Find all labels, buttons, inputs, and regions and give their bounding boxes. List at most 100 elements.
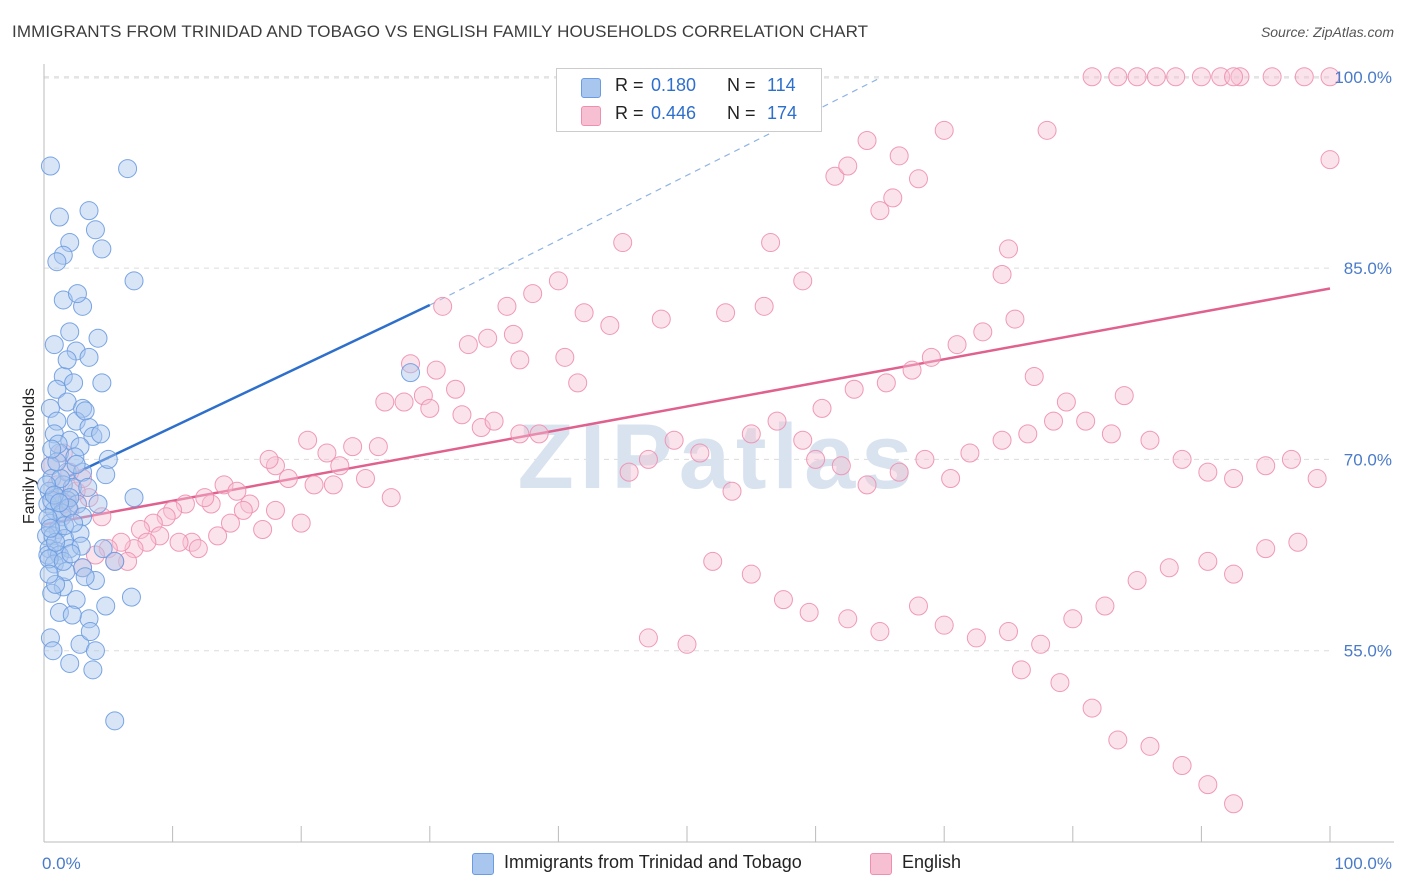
english-point (1050, 673, 1070, 693)
trinidad-point (401, 363, 421, 383)
english-point (677, 634, 697, 654)
english-point (941, 469, 961, 489)
trinidad-points (37, 156, 421, 731)
legend-n-value-trinidad: 114 (767, 75, 796, 95)
trinidad-point (124, 271, 144, 291)
english-point (1172, 449, 1192, 469)
english-point (1063, 609, 1083, 629)
trinidad-point (47, 252, 67, 272)
trinidad-point (49, 207, 69, 227)
english-point (265, 500, 285, 520)
trinidad-point (66, 454, 86, 474)
english-point (1082, 698, 1102, 718)
legend-swatch-english (581, 106, 601, 126)
english-point (870, 201, 890, 221)
english-point (484, 411, 504, 431)
trinidad-point (42, 439, 62, 459)
trinidad-point (124, 488, 144, 508)
english-point (793, 430, 813, 450)
english-point (1198, 462, 1218, 482)
trinidad-point (93, 539, 113, 559)
english-point (523, 284, 543, 304)
trinidad-point (48, 434, 68, 454)
english-point (343, 437, 363, 457)
trinidad-point (71, 536, 91, 556)
legend-n-value-english: 174 (767, 103, 798, 123)
english-point (130, 520, 150, 540)
y-tick-label: 55.0% (1344, 642, 1392, 661)
trinidad-point (40, 628, 60, 648)
trinidad-point (40, 398, 60, 418)
english-trend-line (43, 287, 1331, 526)
english-point (529, 424, 549, 444)
trinidad-point (66, 590, 86, 610)
english-point (638, 449, 658, 469)
english-point (169, 532, 189, 552)
trinidad-point (57, 350, 77, 370)
english-point (799, 602, 819, 622)
watermark: ZIPatlas (518, 406, 919, 508)
english-point (375, 392, 395, 412)
english-point (1224, 67, 1244, 87)
trinidad-point (85, 571, 105, 591)
english-point (298, 430, 318, 450)
english-point (356, 469, 375, 489)
english-point (568, 373, 588, 393)
y-tick-label: 85.0% (1344, 259, 1392, 278)
english-point (831, 456, 851, 476)
english-point (1288, 532, 1308, 552)
english-point (1127, 67, 1147, 87)
trinidad-point (39, 549, 59, 569)
trinidad-point (92, 239, 112, 259)
english-point (934, 120, 954, 140)
trinidad-point (79, 201, 99, 221)
trinidad-point (98, 449, 118, 469)
english-point (806, 449, 826, 469)
english-point (915, 449, 935, 469)
english-point (716, 303, 736, 323)
english-point (195, 488, 215, 508)
english-point (323, 475, 343, 495)
trinidad-point (53, 290, 73, 310)
trinidad-point (91, 424, 111, 444)
english-point (1198, 551, 1218, 571)
english-point (883, 188, 903, 208)
english-point (992, 264, 1012, 284)
legend-r-label: R = (615, 103, 644, 123)
english-point (690, 443, 710, 463)
english-point (651, 309, 671, 329)
trinidad-point (75, 567, 95, 587)
english-point (908, 596, 928, 616)
trinidad-point (70, 437, 90, 457)
english-point (317, 443, 337, 463)
trinidad-point (96, 596, 116, 616)
english-point (921, 347, 941, 367)
trinidad-point (65, 447, 85, 467)
english-point (1044, 411, 1064, 431)
english-point (870, 622, 890, 642)
x-tick-label-max: 100.0% (1334, 854, 1392, 873)
correlation-legend: R = 0.180 N = 114 R = 0.446 N = 174 (556, 68, 822, 132)
english-point (1140, 430, 1160, 450)
trinidad-point (60, 233, 80, 253)
english-point (613, 233, 633, 253)
trinidad-point (85, 641, 105, 661)
trinidad-point (40, 156, 60, 176)
english-point (812, 398, 832, 418)
y-tick-label: 100.0% (1334, 68, 1392, 87)
trinidad-point (53, 366, 73, 386)
english-point (1011, 660, 1031, 680)
english-point (413, 386, 433, 406)
english-point (1095, 596, 1115, 616)
english-point (1031, 634, 1051, 654)
english-point (838, 156, 858, 176)
english-point (1224, 794, 1244, 814)
english-point (844, 379, 864, 399)
trinidad-point (53, 551, 73, 571)
x-tick-labels: 0.0% 100.0% (42, 854, 1392, 873)
english-point (1146, 67, 1166, 87)
trinidad-point (47, 379, 67, 399)
english-point (85, 545, 105, 565)
trinidad-point (49, 493, 69, 513)
english-point (638, 628, 658, 648)
